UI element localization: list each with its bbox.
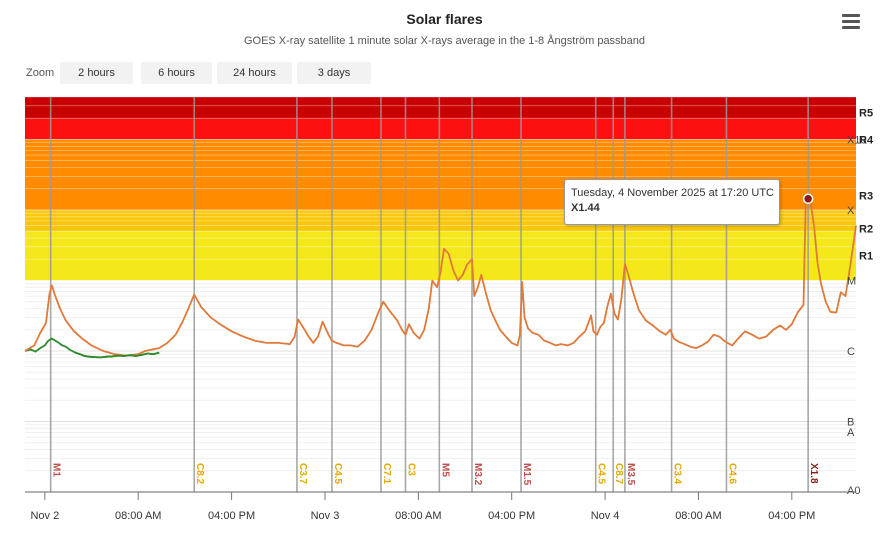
flare-marker-label: C7.1 xyxy=(381,463,392,485)
highlight-point xyxy=(802,193,814,205)
x-tick-label: Nov 3 xyxy=(311,510,340,522)
x-tick-label: 08:00 AM xyxy=(395,510,441,522)
zoom-6-hours-button[interactable]: 6 hours xyxy=(141,62,212,84)
y-class-label: A0 xyxy=(847,485,860,497)
flare-marker-label: C8.2 xyxy=(194,463,205,485)
zoom-3-days-button[interactable]: 3 days xyxy=(297,62,371,84)
flare-marker-label: C8.7 xyxy=(613,463,624,485)
zoom-24-hours-button[interactable]: 24 hours xyxy=(217,62,292,84)
r-scale-label: R4 xyxy=(859,134,874,146)
x-tick-label: 08:00 AM xyxy=(675,510,721,522)
flare-marker-label: M3.2 xyxy=(472,463,483,486)
x-tick-label: 04:00 PM xyxy=(488,510,535,522)
flux-line-quiet-segment xyxy=(74,351,160,359)
y-class-label: X10 xyxy=(847,134,867,146)
band-r5 xyxy=(25,97,856,119)
chart-subtitle: GOES X-ray satellite 1 minute solar X-ra… xyxy=(243,35,646,47)
flare-marker-label: M1 xyxy=(51,463,62,477)
flare-marker-label: C4.6 xyxy=(726,463,737,485)
y-class-label: M xyxy=(847,275,856,287)
flare-marker-label: C3 xyxy=(405,463,416,476)
zoom-2-hours-button[interactable]: 2 hours xyxy=(60,62,133,84)
hamburger-icon-bar xyxy=(842,26,860,29)
zoom-label: Zoom xyxy=(26,67,55,79)
r-scale-label: R1 xyxy=(859,250,873,262)
flare-marker-label: C4.5 xyxy=(596,463,607,485)
chart-title: Solar flares xyxy=(406,11,483,27)
x-tick-label: 04:00 PM xyxy=(768,510,815,522)
y-class-label: C xyxy=(847,346,855,358)
y-class-label: B xyxy=(847,416,854,428)
tooltip-value: X1.44 xyxy=(571,202,600,214)
band-r4 xyxy=(25,118,856,140)
r-scale-label: R2 xyxy=(859,223,873,235)
hamburger-icon-bar xyxy=(842,20,860,23)
flare-marker-label: M3.5 xyxy=(625,463,636,486)
r-scale-label: R3 xyxy=(859,191,873,203)
r-scale-label: R5 xyxy=(859,108,873,120)
tooltip-time: Tuesday, 4 November 2025 at 17:20 UTC xyxy=(571,187,774,199)
y-class-label: X xyxy=(847,205,855,217)
flare-marker-label: M5 xyxy=(439,463,450,477)
hamburger-icon xyxy=(842,14,860,17)
flux-line xyxy=(24,196,857,357)
x-tick-label: 08:00 AM xyxy=(115,510,161,522)
x-tick-label: 04:00 PM xyxy=(208,510,255,522)
flare-marker-label: M1.5 xyxy=(521,463,532,486)
flare-marker-label: C3.4 xyxy=(672,463,683,485)
flare-marker-label: C4.5 xyxy=(332,463,343,485)
x-tick-label: Nov 2 xyxy=(30,510,59,522)
chart-menu-button[interactable] xyxy=(840,12,862,32)
flare-marker-label: X1.8 xyxy=(808,463,819,484)
flare-marker-label: C3.7 xyxy=(297,463,308,485)
tooltip: Tuesday, 4 November 2025 at 17:20 UTC X1… xyxy=(564,179,780,225)
x-tick-label: Nov 4 xyxy=(591,510,620,522)
y-class-label: A xyxy=(847,427,855,439)
